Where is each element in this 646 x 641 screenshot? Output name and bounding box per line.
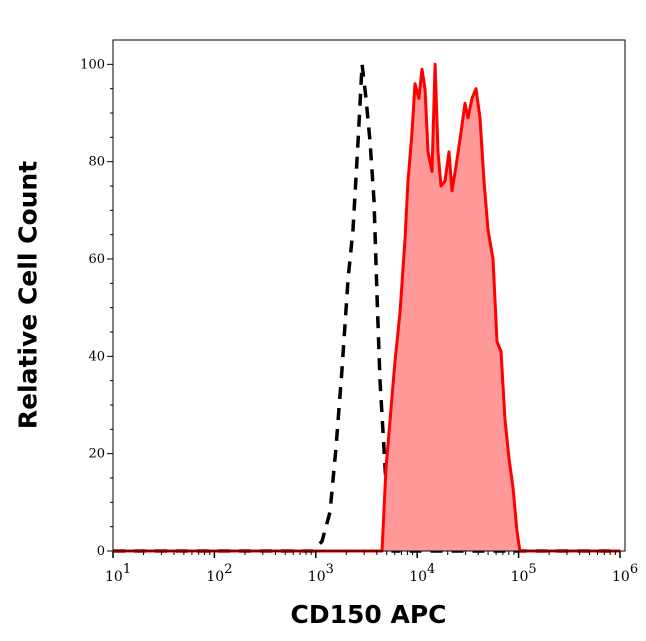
x-tick-label: 101 [105,562,131,585]
x-tick-label: 104 [409,562,435,585]
y-tick-label: 100 [80,57,105,72]
y-tick-label: 80 [88,155,105,170]
series-fill-1 [113,64,620,552]
y-axis-label: Relative Cell Count [13,160,43,430]
x-tick-label: 106 [612,562,638,585]
series-line-1 [113,62,620,553]
series-line-0 [113,64,620,553]
x-axis-label: CD150 APC [290,600,447,629]
y-tick-label: 40 [88,349,105,364]
y-tick-label: 0 [97,544,105,559]
x-tick-label: 105 [511,562,537,585]
x-tick-label: 103 [308,562,334,585]
y-tick-label: 20 [88,447,105,462]
x-tick-label: 102 [206,562,232,585]
y-tick-label: 60 [88,252,105,267]
plot-frame [112,39,626,552]
